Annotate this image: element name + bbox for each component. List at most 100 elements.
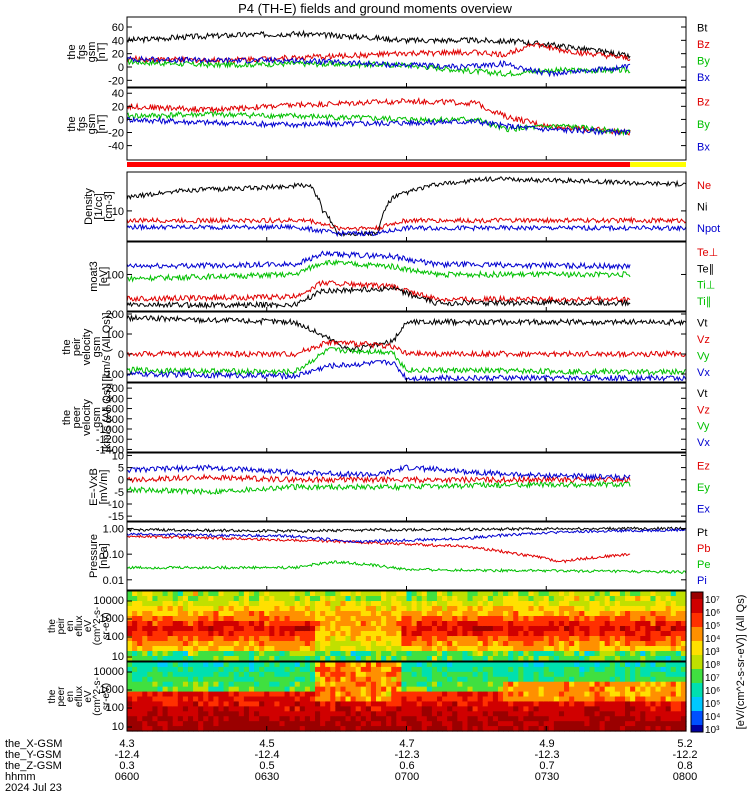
spectro-cell: [558, 631, 565, 637]
spectro-cell: [401, 691, 408, 698]
spectro-cell: [508, 596, 514, 602]
spectro-cell: [599, 656, 606, 662]
spectro-cell: [269, 651, 275, 657]
spectro-cell: [604, 662, 611, 668]
panel-frame-7: [126, 521, 687, 591]
spectro-cell: [411, 656, 418, 662]
spectro-cell: [680, 631, 687, 637]
spectro-cell: [680, 686, 687, 693]
spectro-cell: [284, 636, 291, 642]
spectro-cell: [315, 671, 321, 678]
spectro-cell: [630, 721, 636, 727]
spectro-cell: [315, 701, 321, 707]
spectro-cell: [284, 656, 291, 662]
spectro-cell: [675, 636, 682, 642]
spectro-cell: [350, 706, 357, 712]
spectro-cell: [462, 606, 469, 612]
spectro-cell: [558, 651, 565, 657]
spectro-cell: [279, 686, 286, 693]
spectro-cell: [574, 656, 580, 662]
spectro-cell: [401, 601, 408, 607]
eph-x-0: 4.3: [119, 738, 135, 750]
spectro-cell: [533, 641, 540, 647]
spectro-cell: [482, 681, 489, 688]
spectro-cell: [416, 591, 423, 597]
spectro-cell: [335, 671, 342, 678]
spectro-cell: [675, 616, 682, 622]
spectro-cell: [436, 651, 443, 657]
spectro-cell: [645, 641, 652, 647]
spectro-cell: [248, 711, 255, 717]
spectro-cell: [360, 601, 367, 607]
spectro-cell: [487, 701, 494, 707]
spectro-cell: [558, 691, 565, 698]
spectro-cell: [630, 726, 636, 732]
spectro-cell: [401, 651, 408, 657]
spectro-cell: [426, 621, 433, 627]
spectro-ytick-0-1: 1000: [100, 613, 124, 625]
spectro-cell: [172, 666, 179, 673]
spectro-cell: [630, 611, 636, 617]
spectro-cell: [254, 596, 260, 602]
colorbar-segment: [691, 623, 703, 628]
spectro-cell: [569, 646, 575, 652]
spectro-cell: [599, 726, 606, 732]
spectro-cell: [243, 611, 250, 617]
spectro-cell: [365, 721, 372, 727]
spectro-cell: [299, 591, 306, 597]
spectro-cell: [299, 636, 306, 642]
spectro-cell: [680, 721, 687, 727]
spectro-cell: [396, 656, 403, 662]
spectro-cell: [228, 601, 235, 607]
spectro-cell: [208, 611, 214, 617]
spectro-cell: [289, 681, 296, 688]
spectro-cell: [543, 606, 550, 612]
spectro-cell: [203, 711, 209, 717]
spectro-cell: [665, 616, 672, 622]
spectro-cell: [508, 616, 514, 622]
spectro-cell: [208, 716, 214, 722]
spectro-cell: [325, 626, 331, 632]
spectro-cell: [426, 721, 433, 727]
spectro-cell: [482, 686, 489, 693]
spectro-cell: [243, 726, 250, 732]
spectro-cell: [635, 606, 641, 612]
spectro-cell: [289, 646, 296, 652]
spectro-cell: [523, 706, 530, 712]
spectro-cell: [640, 621, 646, 627]
spectro-cell: [320, 721, 326, 727]
spectro-cell: [152, 616, 159, 622]
spectro-cell: [619, 676, 626, 683]
spectro-cell: [558, 716, 565, 722]
spectro-cell: [619, 701, 626, 707]
spectro-cell: [553, 656, 560, 662]
spectro-cell: [655, 611, 662, 617]
legend-2-0: Ne: [697, 180, 711, 192]
spectro-cell: [477, 621, 484, 627]
spectro-cell: [376, 691, 382, 698]
spectro-cell: [365, 641, 372, 647]
spectro-cell: [523, 696, 530, 703]
spectro-cell: [584, 691, 591, 698]
legend-5-1: Vz: [697, 404, 710, 416]
spectro-cell: [182, 676, 189, 683]
colorbar-segment: [691, 620, 703, 624]
spectro-cell: [137, 616, 143, 622]
spectro-cell: [436, 711, 443, 717]
spectro-cell: [538, 611, 545, 617]
spectro-cell: [584, 641, 591, 647]
spectro-cell: [177, 621, 184, 627]
spectro-cell: [416, 676, 423, 683]
spectro-cell: [330, 636, 336, 642]
spectro-cell: [533, 716, 540, 722]
spectro-cell: [167, 671, 174, 678]
spectro-cell: [355, 636, 362, 642]
spectro-cell: [320, 662, 326, 668]
spectro-cell: [142, 676, 148, 683]
spectro-cell: [147, 671, 154, 678]
spectro-cell: [233, 651, 240, 657]
spectro-cell: [259, 631, 265, 637]
spectro-cell: [370, 681, 377, 688]
spectro-cell: [386, 711, 392, 717]
spectro-cell: [604, 701, 611, 707]
